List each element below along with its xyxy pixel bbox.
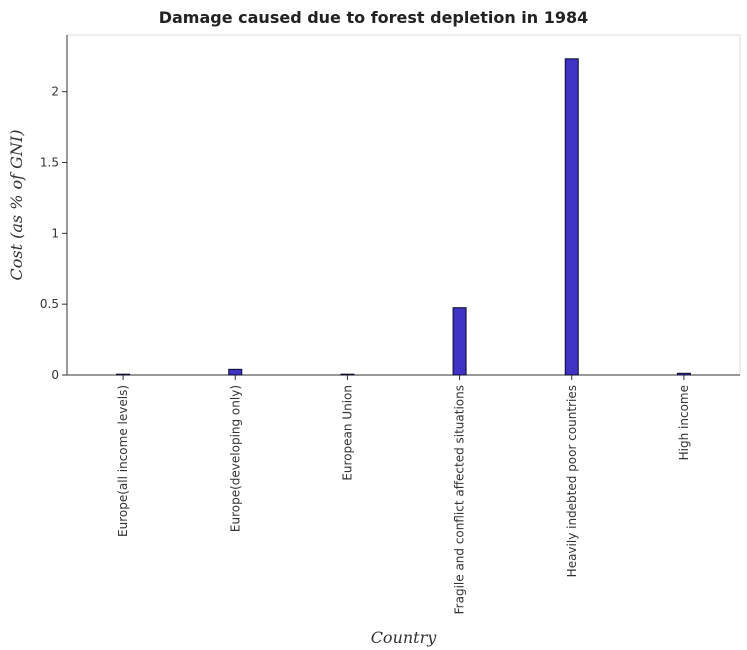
y-tick-label: 0 — [51, 368, 59, 382]
bar — [452, 307, 467, 376]
bar — [116, 373, 131, 376]
x-tick-label: Fragile and conflict affected situations — [453, 385, 467, 614]
x-tick-label: High income — [677, 385, 691, 460]
x-tick-label: Europe(developing only) — [228, 385, 242, 532]
bar — [228, 368, 243, 376]
axes — [62, 34, 741, 380]
bar — [676, 372, 691, 376]
bar — [340, 373, 355, 376]
labels: 0 0.5 1 1.5 2 Europe(all income levels) Europe… — [7, 85, 691, 647]
y-tick-label: 1.5 — [40, 156, 59, 170]
y-axis-title: Cost (as % of GNI) — [7, 130, 26, 281]
bar — [564, 58, 579, 376]
x-tick-label: Heavily indebted poor countries — [565, 385, 579, 577]
chart-title: Damage caused due to forest depletion in… — [158, 8, 589, 27]
x-tick-label: European Union — [340, 385, 354, 481]
x-tick-label: Europe(all income levels) — [116, 385, 130, 537]
x-axis-title: Country — [371, 628, 438, 647]
bars — [116, 58, 691, 376]
y-tick-label: 2 — [51, 85, 59, 99]
y-tick-label: 0.5 — [40, 297, 59, 311]
y-tick-label: 1 — [51, 226, 59, 240]
